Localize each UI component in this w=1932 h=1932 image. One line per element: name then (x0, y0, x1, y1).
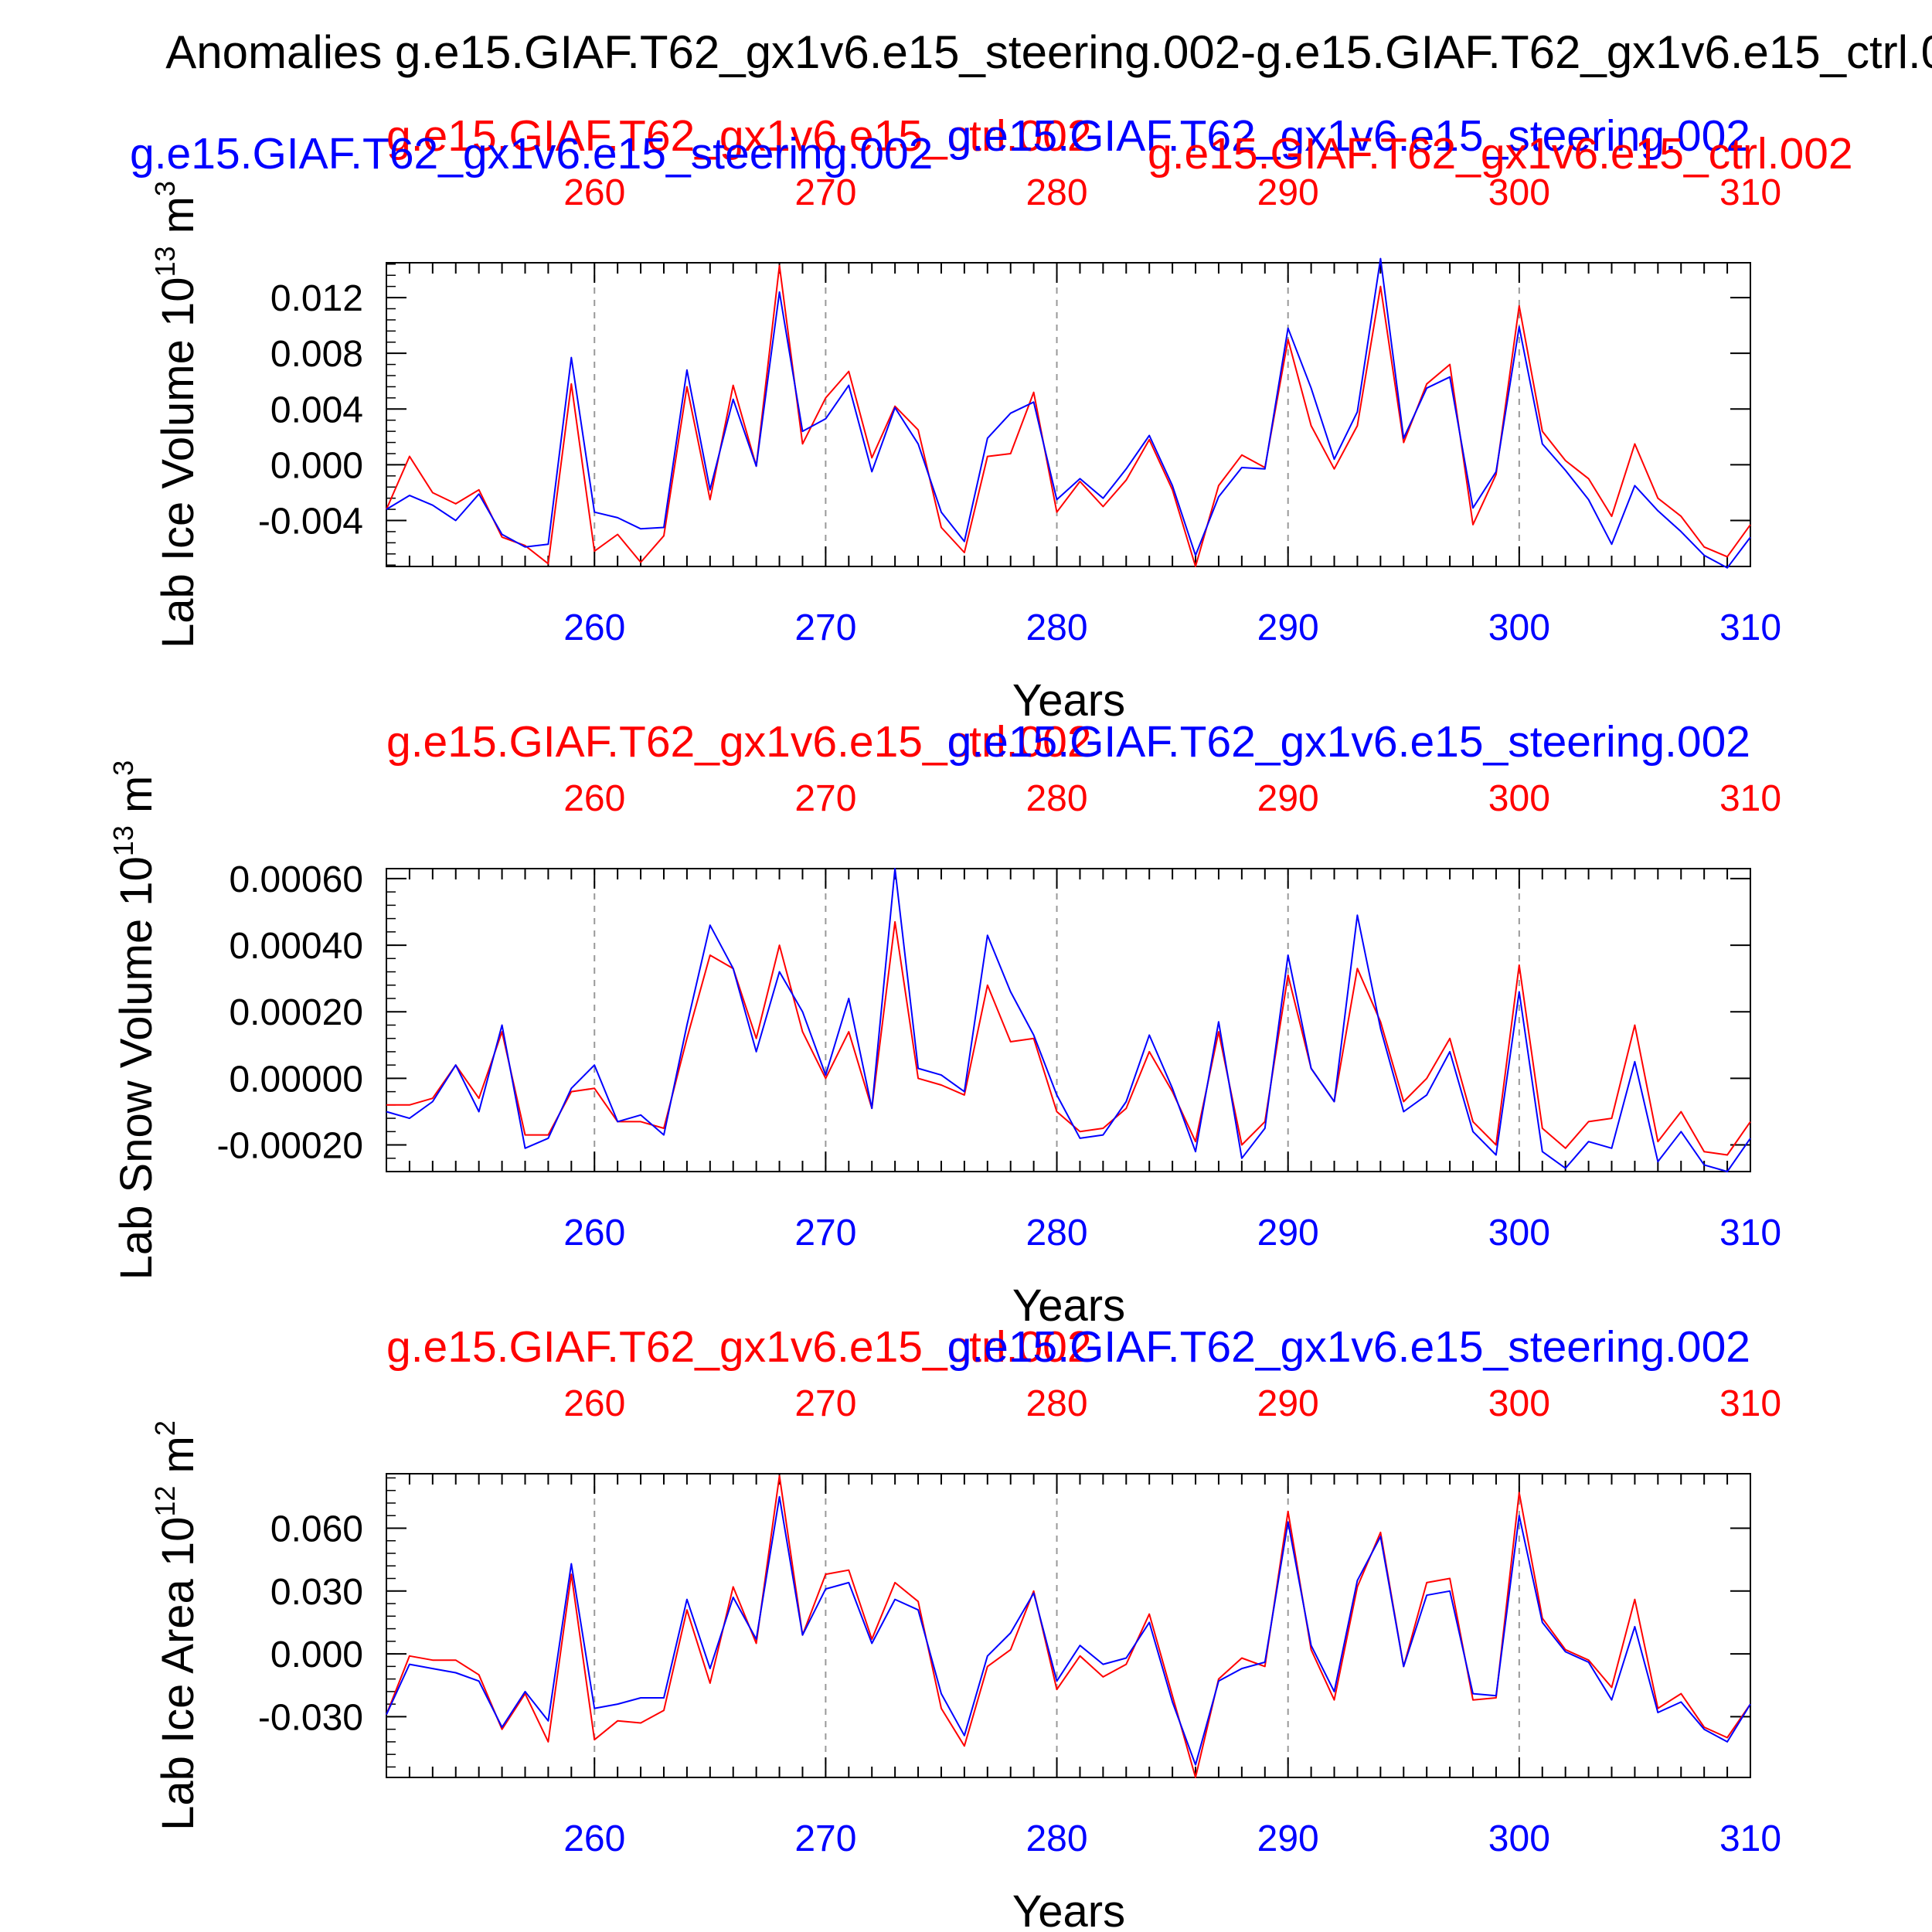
x-tick-label-top: 290 (1257, 1383, 1319, 1424)
series-label-steering: g.e15.GIAF.T62_gx1v6.e15_steering.002 (947, 111, 1750, 161)
x-tick-label-top: 290 (1257, 172, 1319, 213)
x-tick-label-top: 300 (1488, 1383, 1550, 1424)
x-tick-label-bottom: 280 (1026, 1818, 1087, 1859)
x-tick-label-bottom: 270 (794, 1818, 856, 1859)
x-tick-label-top: 280 (1026, 172, 1087, 213)
y-tick-label: 0.030 (270, 1572, 363, 1613)
y-axis-label: Lab Ice Area 1012 m2 (149, 1420, 203, 1831)
x-tick-label-bottom: 290 (1257, 607, 1319, 648)
x-tick-label-bottom: 310 (1719, 1818, 1781, 1859)
y-axis-label-superscript: 12 (149, 1486, 181, 1517)
y-tick-label: 0.008 (270, 334, 363, 375)
x-tick-label-top: 310 (1719, 778, 1781, 819)
x-tick-label-bottom: 270 (794, 1213, 856, 1253)
x-tick-label-bottom: 300 (1488, 607, 1550, 648)
y-axis-label-superscript: 13 (107, 825, 139, 856)
x-tick-label-top: 310 (1719, 1383, 1781, 1424)
x-tick-label-top: 280 (1026, 1383, 1087, 1424)
y-axis-label-part: m (111, 776, 162, 825)
y-axis-label-part: m (153, 1436, 203, 1485)
x-tick-label-top: 310 (1719, 172, 1781, 213)
figure-title: Anomalies g.e15.GIAF.T62_gx1v6.e15_steer… (165, 26, 1932, 78)
series-line-ctrl (386, 264, 1751, 567)
plot-frame (386, 262, 1751, 567)
series-line-steering (386, 868, 1751, 1172)
y-axis-label-part: Lab Ice Area 10 (153, 1517, 203, 1831)
x-tick-label-top: 300 (1488, 778, 1550, 819)
x-tick-label-bottom: 260 (563, 1818, 625, 1859)
y-tick-label: 0.00020 (229, 992, 363, 1033)
x-axis-label: Years (1012, 675, 1125, 726)
chart-panel-1: -0.004 0.000 0.004 0.008 0.012 260 260 270 270 28… (130, 111, 1853, 726)
x-tick-label-top: 260 (563, 778, 625, 819)
y-axis-label-superscript: 2 (149, 1420, 181, 1436)
x-tick-label-top: 260 (563, 1383, 625, 1424)
y-tick-label: 0.000 (270, 445, 363, 486)
y-axis-label-part: m (153, 196, 203, 246)
y-axis-label-superscript: 3 (149, 181, 181, 196)
series-label-steering: g.e15.GIAF.T62_gx1v6.e15_steering.002 (947, 1322, 1750, 1372)
y-tick-label: 0.00000 (229, 1059, 363, 1100)
chart-panel-3: -0.030 0.000 0.030 0.060 260 260 270 270 280 280 2… (149, 1322, 1781, 1932)
x-tick-label-bottom: 260 (563, 1213, 625, 1253)
y-axis-label: Lab Ice Volume 1013 m3 (149, 181, 203, 648)
x-tick-label-bottom: 310 (1719, 607, 1781, 648)
series-line-ctrl (386, 1475, 1751, 1778)
y-axis-label-superscript: 13 (149, 246, 181, 277)
x-tick-label-top: 260 (563, 172, 625, 213)
x-tick-label-bottom: 300 (1488, 1213, 1550, 1253)
x-tick-label-top: 290 (1257, 778, 1319, 819)
x-tick-label-top: 280 (1026, 778, 1087, 819)
y-tick-label: 0.060 (270, 1509, 363, 1549)
y-tick-label: -0.00020 (217, 1126, 364, 1167)
y-tick-label: -0.030 (258, 1697, 363, 1738)
plot-frame (386, 868, 1751, 1172)
chart-panel-2: -0.00020 0.00000 0.00020 0.00040 0.00060 260 2… (107, 717, 1781, 1331)
y-tick-label: 0.012 (270, 278, 363, 319)
y-axis-label-part: Lab Snow Volume 10 (111, 856, 162, 1280)
y-axis-label-superscript: 3 (107, 760, 139, 776)
y-axis-label: Lab Snow Volume 1013 m3 (107, 760, 162, 1281)
y-tick-label: 0.000 (270, 1634, 363, 1675)
plot-frame (386, 1473, 1751, 1778)
y-tick-label: -0.004 (258, 502, 363, 543)
series-line-steering (386, 1495, 1751, 1766)
panels: -0.004 0.000 0.004 0.008 0.012 260 260 270 270 28… (107, 111, 1853, 1932)
x-tick-label-bottom: 260 (563, 607, 625, 648)
x-axis-label: Years (1012, 1281, 1125, 1331)
y-tick-label: 0.004 (270, 389, 363, 430)
y-axis-label-part: Lab Ice Volume 10 (153, 277, 203, 648)
series-label-steering: g.e15.GIAF.T62_gx1v6.e15_steering.002 (947, 717, 1750, 767)
x-tick-label-bottom: 270 (794, 607, 856, 648)
x-tick-label-bottom: 300 (1488, 1818, 1550, 1859)
x-tick-label-top: 270 (794, 778, 856, 819)
series-label-steering-extra: g.e15.GIAF.T62_gx1v6.e15_steering.002 (130, 129, 933, 179)
y-tick-label: 0.00040 (229, 926, 363, 967)
x-tick-label-bottom: 310 (1719, 1213, 1781, 1253)
series-label-ctrl-extra: g.e15.GIAF.T62_gx1v6.e15_ctrl.002 (1148, 129, 1853, 179)
x-tick-label-top: 300 (1488, 172, 1550, 213)
y-tick-label: 0.00060 (229, 859, 363, 900)
series-line-ctrl (386, 920, 1751, 1156)
x-tick-label-top: 270 (794, 1383, 856, 1424)
series-label-ctrl: g.e15.GIAF.T62_gx1v6.e15_ctrl.002 (386, 1322, 1092, 1372)
series-line-steering (386, 257, 1751, 569)
series-label-ctrl: g.e15.GIAF.T62_gx1v6.e15_ctrl.002 (386, 111, 1092, 161)
x-tick-label-bottom: 290 (1257, 1818, 1319, 1859)
x-tick-label-bottom: 280 (1026, 1213, 1087, 1253)
x-tick-label-top: 270 (794, 172, 856, 213)
x-axis-label: Years (1012, 1886, 1125, 1932)
x-tick-label-bottom: 290 (1257, 1213, 1319, 1253)
x-tick-label-bottom: 280 (1026, 607, 1087, 648)
series-label-ctrl: g.e15.GIAF.T62_gx1v6.e15_ctrl.002 (386, 717, 1092, 767)
